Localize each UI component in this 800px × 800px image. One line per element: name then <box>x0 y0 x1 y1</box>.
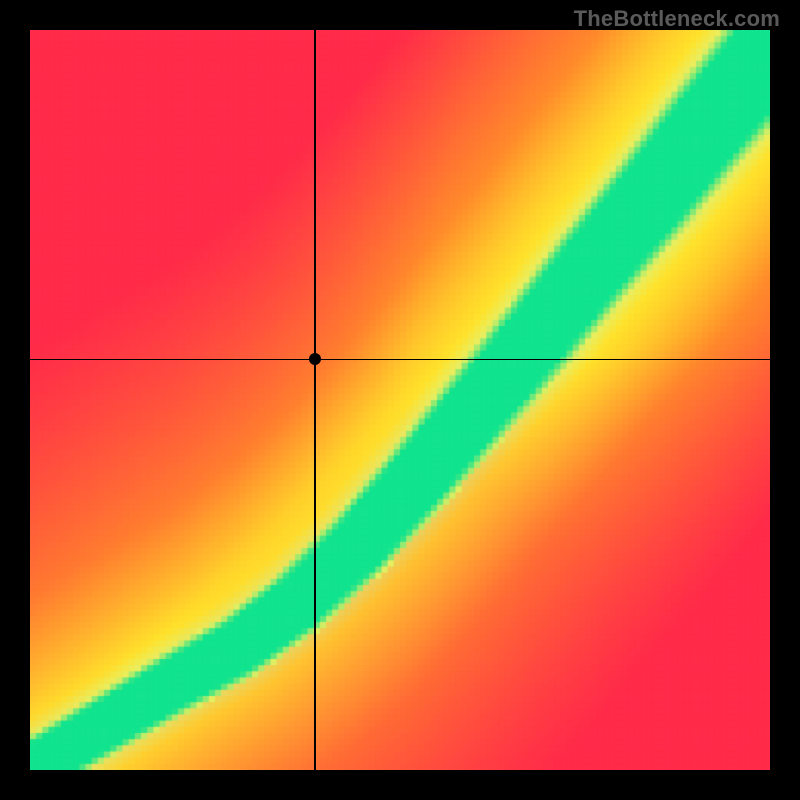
heatmap-plot <box>30 30 770 770</box>
heatmap-canvas <box>30 30 770 770</box>
watermark-text: TheBottleneck.com <box>574 6 780 32</box>
chart-frame: TheBottleneck.com <box>0 0 800 800</box>
crosshair-horizontal <box>30 359 770 361</box>
crosshair-marker <box>309 353 321 365</box>
crosshair-vertical <box>314 30 316 770</box>
